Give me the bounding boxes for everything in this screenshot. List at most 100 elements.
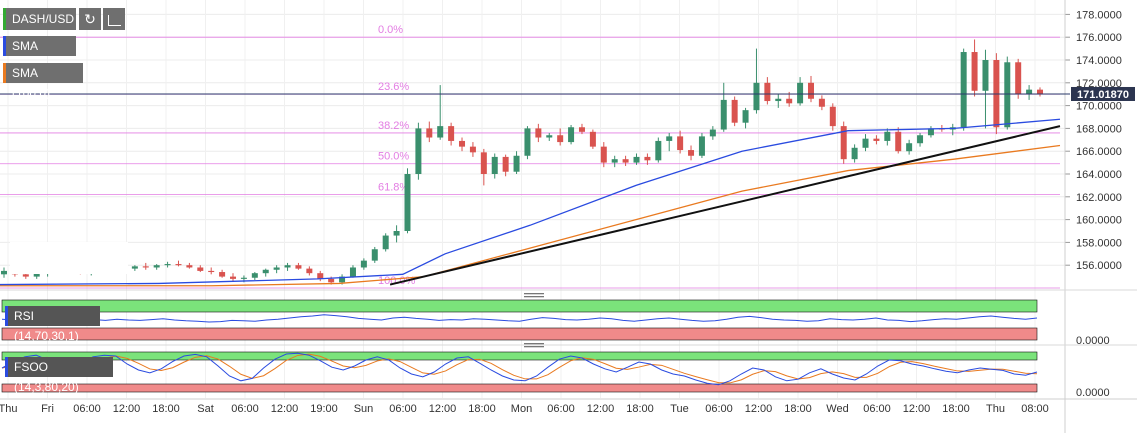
candle-body	[807, 82, 814, 99]
sma100-line	[0, 144, 1061, 287]
x-tick-label: 06:00	[547, 403, 575, 415]
candle-body	[720, 99, 727, 130]
candle-body	[317, 273, 324, 279]
last-price-text: 171.01870	[1077, 89, 1129, 101]
sma50-legend[interactable]: SMA (50,0)	[3, 36, 76, 73]
x-tick-label: 18:00	[942, 403, 970, 415]
candle-body	[818, 98, 825, 107]
main-pane[interactable]	[0, 0, 1070, 290]
fsoo-legend[interactable]: FSOO (14,3,80,20)	[5, 357, 113, 394]
sma50-line	[0, 118, 1061, 286]
candle-body	[469, 146, 476, 153]
resize-handle[interactable]	[524, 293, 544, 298]
candle-body	[666, 136, 673, 141]
sma100-legend[interactable]: SMA (100,0)	[3, 63, 83, 100]
x-tick-label: 12:00	[113, 403, 141, 415]
candle-body	[513, 155, 520, 172]
candle-body	[164, 264, 171, 266]
oversold-zone	[1, 327, 1038, 341]
candle-body	[829, 106, 836, 127]
resize-handle[interactable]	[524, 343, 544, 348]
y-tick-label: 168.0000	[1076, 123, 1122, 135]
bar-chart-icon[interactable]	[103, 8, 125, 30]
candle-body	[295, 265, 302, 269]
candle-body	[1004, 62, 1011, 128]
rsi-pane: 0.0000	[1, 299, 1110, 347]
candle-body	[709, 129, 716, 137]
candle-body	[589, 131, 596, 147]
candle-body	[644, 156, 651, 161]
y-tick-label: 176.0000	[1076, 32, 1122, 44]
candle-body	[840, 126, 847, 160]
candles	[1, 39, 1043, 285]
x-tick-label: Wed	[826, 403, 848, 415]
candle-body	[742, 110, 749, 123]
candle-body	[251, 273, 258, 278]
candle-body	[197, 267, 204, 271]
candle-body	[524, 128, 531, 156]
candle-body	[230, 276, 237, 279]
candle-body	[633, 156, 640, 163]
candle-body	[328, 278, 335, 283]
x-tick-label: Sat	[197, 403, 214, 415]
candle-body	[982, 60, 989, 91]
candle-body	[731, 99, 738, 123]
x-tick-label: 06:00	[73, 403, 101, 415]
rsi-line	[1, 314, 1038, 323]
x-tick-label: 18:00	[626, 403, 654, 415]
candle-body	[273, 267, 280, 270]
x-tick-label: 12:00	[903, 403, 931, 415]
fib-label: 100.0%	[378, 275, 416, 287]
fib-label: 61.8%	[378, 182, 409, 194]
y-tick-label: 166.0000	[1076, 146, 1122, 158]
candle-body	[611, 159, 618, 163]
candle-body	[775, 98, 782, 102]
candle-body	[1037, 89, 1043, 95]
candle-body	[142, 266, 149, 268]
x-tick-label: 12:00	[429, 403, 457, 415]
x-tick-label: Sun	[354, 403, 374, 415]
candle-body	[698, 136, 705, 156]
candle-body	[927, 128, 934, 136]
candle-body	[578, 127, 585, 132]
x-tick-label: 06:00	[705, 403, 733, 415]
x-tick-label: Tue	[670, 403, 689, 415]
trend-line	[389, 125, 1061, 286]
y-tick-label: 158.0000	[1076, 237, 1122, 249]
x-tick-label: Thu	[986, 403, 1005, 415]
candle-body	[240, 277, 247, 279]
x-tick-label: 06:00	[389, 403, 417, 415]
candle-body	[600, 146, 607, 163]
candle-body	[873, 138, 880, 141]
candle-body	[895, 131, 902, 152]
candle-body	[688, 150, 695, 156]
candle-body	[557, 135, 564, 143]
x-tick-label: 06:00	[231, 403, 259, 415]
candle-body	[786, 98, 793, 104]
y-tick-label: 170.0000	[1076, 101, 1122, 113]
candle-body	[491, 156, 498, 174]
candle-body	[404, 174, 411, 231]
fsoo-pane: 0.0000	[1, 351, 1110, 399]
overbought-zone	[1, 351, 1038, 361]
rsi-legend[interactable]: RSI (14,70,30,1)	[5, 306, 100, 343]
candle-body	[971, 52, 978, 91]
x-tick-label: 12:00	[745, 403, 773, 415]
fib-label: 23.6%	[378, 81, 409, 93]
x-tick-label: 18:00	[152, 403, 180, 415]
candle-body	[764, 82, 771, 102]
candle-body	[284, 265, 291, 268]
osc-axis-label: 0.0000	[1076, 335, 1110, 347]
candle-body	[546, 135, 553, 138]
symbol-label[interactable]: DASH/USD	[3, 8, 76, 30]
y-tick-label: 156.0000	[1076, 260, 1122, 272]
time-axis: Thu Fri 06:00 12:00 18:00 Sat 06:00 12:00 19:00 S…	[0, 398, 1137, 415]
overbought-zone	[1, 299, 1038, 313]
candle-body	[131, 266, 138, 269]
candle-body	[884, 131, 891, 141]
refresh-icon[interactable]: ↻	[79, 8, 101, 30]
candle-body	[1, 270, 7, 275]
candle-body	[371, 249, 378, 261]
x-tick-label: 18:00	[468, 403, 496, 415]
